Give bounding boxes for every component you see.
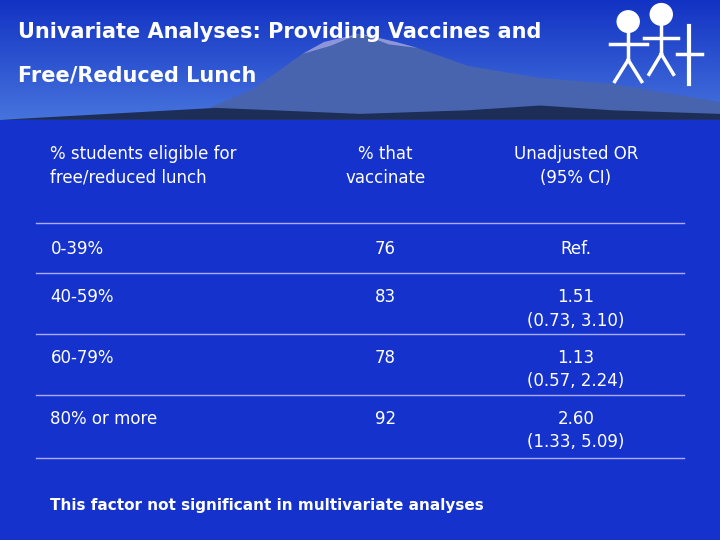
Text: 78: 78: [374, 349, 396, 367]
Text: 0-39%: 0-39%: [50, 240, 104, 258]
Text: 76: 76: [374, 240, 396, 258]
Text: 83: 83: [374, 288, 396, 306]
Text: 2.60
(1.33, 5.09): 2.60 (1.33, 5.09): [527, 410, 625, 451]
Polygon shape: [0, 105, 720, 120]
Text: % that
vaccinate: % that vaccinate: [345, 145, 426, 187]
Text: 80% or more: 80% or more: [50, 410, 158, 428]
Text: Free/Reduced Lunch: Free/Reduced Lunch: [18, 66, 256, 86]
Polygon shape: [302, 33, 418, 54]
Text: This factor not significant in multivariate analyses: This factor not significant in multivari…: [50, 498, 484, 513]
Text: 1.13
(0.57, 2.24): 1.13 (0.57, 2.24): [527, 349, 625, 390]
Text: % students eligible for
free/reduced lunch: % students eligible for free/reduced lun…: [50, 145, 237, 187]
Text: 40-59%: 40-59%: [50, 288, 114, 306]
Text: Ref.: Ref.: [560, 240, 592, 258]
Circle shape: [650, 4, 672, 25]
Text: 1.51
(0.73, 3.10): 1.51 (0.73, 3.10): [527, 288, 625, 329]
Text: Univariate Analyses: Providing Vaccines and: Univariate Analyses: Providing Vaccines …: [18, 22, 541, 42]
Text: 60-79%: 60-79%: [50, 349, 114, 367]
Text: Unadjusted OR
(95% CI): Unadjusted OR (95% CI): [514, 145, 638, 187]
Polygon shape: [180, 33, 720, 120]
Circle shape: [617, 11, 639, 32]
Text: 92: 92: [374, 410, 396, 428]
